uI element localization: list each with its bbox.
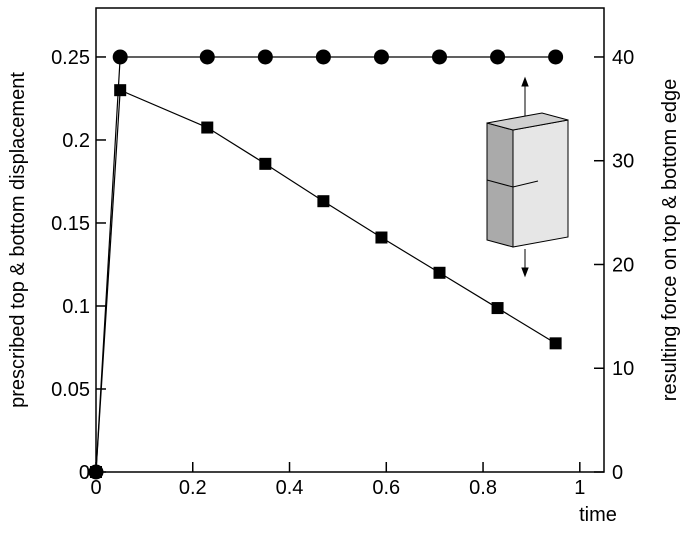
y2-tick-label: 40 <box>612 47 634 69</box>
point-marker <box>90 466 102 478</box>
y-axis-label: prescribed top & bottom displacement <box>7 72 29 408</box>
x-tick-label: 0 <box>90 477 101 499</box>
point-marker <box>375 231 388 244</box>
point-marker <box>317 195 330 208</box>
x-tick-label: 0.4 <box>276 477 304 499</box>
plot-frame <box>95 7 605 473</box>
y2-axis-label: resulting force on top & bottom edge <box>659 79 681 401</box>
point-marker <box>112 49 128 65</box>
y-tick-label: 0.1 <box>62 296 90 318</box>
y2-tick-label: 0 <box>612 462 623 484</box>
y2-tick-label: 10 <box>612 358 634 380</box>
point-marker <box>114 84 127 97</box>
y-tick-label: 0.15 <box>51 213 90 235</box>
y-tick-label: 0.25 <box>51 47 90 69</box>
series-line <box>95 56 556 473</box>
point-marker <box>201 121 214 134</box>
point-marker <box>259 157 272 170</box>
point-marker <box>548 49 564 65</box>
x-axis-label: time <box>579 504 617 526</box>
y-tick-label: 0.05 <box>51 379 90 401</box>
point-marker <box>432 49 448 65</box>
point-marker <box>199 49 215 65</box>
y2-tick-label: 30 <box>612 151 634 173</box>
y2-tick-label: 20 <box>612 254 634 276</box>
x-tick-label: 0.6 <box>372 477 400 499</box>
x-tick-label: 0.2 <box>179 477 207 499</box>
point-marker <box>257 49 273 65</box>
x-tick-label: 0.8 <box>469 477 497 499</box>
point-marker <box>315 49 331 65</box>
x-tick-label: 1 <box>574 477 585 499</box>
y-tick-label: 0.2 <box>62 130 90 152</box>
point-marker <box>549 337 562 350</box>
point-marker <box>491 302 504 315</box>
point-marker <box>490 49 506 65</box>
point-marker <box>433 266 446 279</box>
point-marker <box>373 49 389 65</box>
y-tick-label: 0 <box>79 462 90 484</box>
inset-sketch <box>486 76 569 278</box>
